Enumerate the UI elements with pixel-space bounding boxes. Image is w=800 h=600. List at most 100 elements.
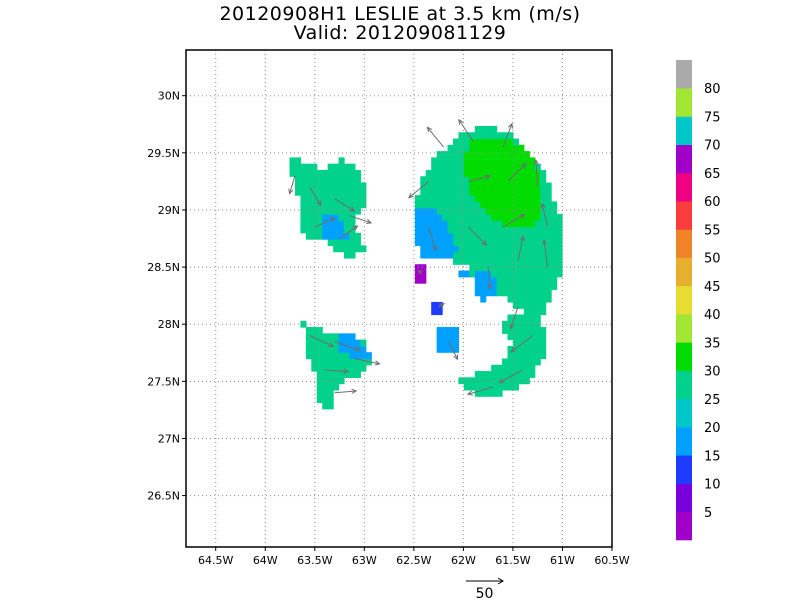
wind-cell — [322, 371, 329, 378]
wind-cell — [294, 163, 302, 171]
wind-cell — [338, 169, 345, 177]
wind-cell — [463, 226, 470, 234]
colorbar-label: 80 — [704, 82, 721, 97]
wind-cell — [458, 245, 465, 253]
wind-cell — [474, 138, 481, 146]
wind-cell — [425, 176, 432, 184]
wind-cell — [360, 182, 367, 190]
wind-cell — [474, 245, 481, 253]
wind-cell — [540, 207, 547, 215]
wind-vectors — [288, 118, 549, 396]
wind-cell — [436, 220, 443, 228]
wind-cell — [333, 201, 340, 209]
wind-cell — [529, 339, 536, 347]
wind-cell — [447, 239, 454, 246]
wind-cell — [354, 358, 361, 366]
wind-cell — [349, 371, 356, 378]
wind-cell — [496, 176, 503, 184]
wind-cell — [305, 213, 312, 221]
wind-cell — [333, 371, 340, 378]
y-axis: 26.5N 27N 27.5N 28N 28.5N 29N 29.5N 30N — [147, 90, 186, 503]
y-tick-label: 29N — [158, 204, 180, 217]
wind-cell — [425, 207, 432, 215]
wind-cell — [344, 201, 351, 209]
wind-cell — [502, 377, 509, 385]
wind-cell — [442, 163, 449, 171]
wind-cell — [327, 377, 334, 385]
wind-cell — [507, 352, 514, 360]
wind-cell — [529, 257, 536, 265]
wind-cell — [327, 207, 334, 215]
wind-cell — [518, 295, 525, 303]
wind-cell — [551, 264, 558, 272]
wind-cell — [344, 358, 351, 366]
wind-cell — [420, 201, 427, 209]
wind-cell — [496, 264, 503, 272]
wind-cell — [523, 176, 530, 184]
wind-cell — [485, 144, 492, 152]
wind-cell — [474, 289, 481, 297]
wind-cell — [458, 176, 465, 184]
wind-cell — [485, 151, 492, 158]
grid-lines — [186, 50, 612, 547]
wind-cell — [502, 195, 509, 202]
wind-cell — [540, 251, 547, 259]
wind-cell — [480, 383, 487, 391]
wind-cell — [496, 163, 503, 171]
wind-cell — [333, 239, 340, 246]
colorbar-label: 50 — [704, 252, 721, 267]
wind-cell — [507, 201, 514, 209]
wind-cell — [305, 207, 312, 215]
wind-cell — [512, 151, 519, 158]
wind-cell — [344, 364, 351, 372]
wind-cell — [485, 157, 492, 165]
wind-cell — [349, 364, 356, 372]
wind-cell — [344, 207, 351, 215]
wind-cell — [518, 377, 525, 385]
colorbar-swatch — [676, 427, 692, 456]
wind-cell — [540, 213, 547, 221]
wind-cell — [512, 314, 519, 322]
wind-cell — [447, 188, 454, 196]
plot-frame — [185, 49, 613, 548]
wind-cell — [502, 226, 509, 234]
wind-cell — [529, 251, 536, 259]
wind-cell — [311, 182, 318, 190]
wind-cell — [502, 327, 509, 334]
wind-cell — [463, 157, 470, 165]
wind-cell — [529, 289, 536, 297]
wind-cell — [452, 327, 460, 334]
wind-cell — [529, 157, 536, 165]
wind-cell — [420, 264, 427, 272]
wind-cell — [338, 358, 345, 366]
wind-cell — [551, 283, 558, 290]
wind-cell — [551, 251, 558, 259]
wind-cell — [322, 389, 329, 397]
wind-cell — [518, 245, 525, 253]
wind-cell — [512, 188, 519, 196]
wind-cell — [529, 207, 536, 215]
wind-cell — [496, 371, 503, 378]
colorbar-swatch — [676, 398, 692, 428]
wind-cell — [338, 245, 345, 253]
wind-cell — [463, 377, 470, 385]
wind-cell — [447, 195, 454, 202]
wind-cell — [463, 169, 470, 177]
wind-cell — [442, 188, 449, 196]
wind-cell — [534, 320, 541, 328]
wind-cell — [431, 201, 438, 209]
wind-cell — [436, 308, 443, 316]
wind-cell — [452, 157, 460, 165]
wind-cell — [556, 270, 563, 278]
wind-vector — [417, 270, 424, 276]
wind-cell — [534, 314, 541, 322]
wind-cell — [338, 182, 345, 190]
wind-cell — [480, 207, 487, 215]
wind-cell — [322, 352, 329, 360]
wind-cell — [300, 176, 307, 184]
wind-cell — [349, 176, 356, 184]
wind-cell — [545, 213, 552, 221]
wind-cell — [512, 320, 519, 328]
wind-cell — [512, 264, 519, 272]
wind-vector — [438, 302, 445, 309]
